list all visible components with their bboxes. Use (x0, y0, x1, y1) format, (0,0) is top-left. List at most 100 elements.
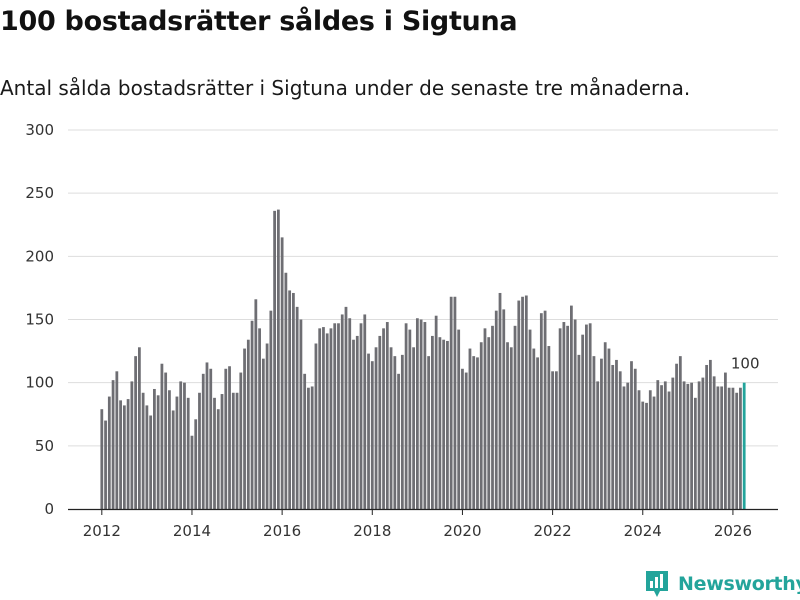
bar (179, 381, 183, 509)
bar (663, 381, 667, 509)
x-tick-label: 2024 (624, 522, 662, 540)
bar (213, 397, 216, 509)
bar (573, 319, 577, 509)
bar (389, 347, 393, 509)
bar (318, 328, 322, 509)
bar (370, 361, 374, 509)
bar (554, 371, 558, 509)
bar (724, 372, 727, 509)
bar (543, 310, 547, 509)
bar (307, 387, 310, 509)
bar (708, 359, 712, 509)
bar (322, 327, 325, 509)
bar (712, 376, 716, 509)
bar (333, 323, 337, 509)
bar (220, 394, 224, 509)
bar (261, 358, 265, 509)
bar (690, 382, 693, 509)
bar (442, 339, 446, 509)
bar (246, 339, 250, 509)
bar (731, 387, 735, 509)
bar (130, 381, 134, 509)
bar (461, 368, 464, 509)
bar (735, 392, 739, 509)
bar (303, 373, 307, 509)
x-tick-label: 2022 (534, 522, 572, 540)
bar (686, 383, 690, 509)
bar (201, 373, 205, 509)
bar (468, 348, 472, 509)
bar (600, 358, 603, 509)
bar (637, 390, 641, 509)
bar (483, 328, 487, 509)
bar (453, 296, 457, 509)
bar (164, 372, 168, 509)
bar (374, 347, 378, 509)
bar (288, 290, 292, 509)
newsworthy-logo: Newsworthy (644, 569, 800, 599)
bar-series (100, 209, 746, 509)
bar (385, 322, 389, 509)
bar (404, 323, 408, 509)
bar (168, 390, 171, 509)
bar (107, 396, 111, 509)
bar (367, 353, 370, 509)
bar (716, 386, 720, 509)
bar (652, 396, 656, 509)
bar (254, 299, 258, 509)
x-axis: 2012 2014 2016 2018 2020 2022 2024 2026 (68, 508, 778, 540)
bar (566, 325, 570, 509)
bar (434, 315, 438, 509)
y-tick-label: 250 (25, 184, 54, 202)
bar (446, 340, 449, 509)
bar (539, 313, 543, 509)
bar (727, 387, 731, 509)
y-tick-label: 200 (25, 247, 54, 265)
bar (622, 386, 626, 509)
bar (423, 322, 427, 509)
bar (678, 356, 682, 509)
bar (517, 300, 521, 509)
bar (348, 318, 352, 509)
bar (325, 333, 329, 509)
bar (415, 318, 419, 509)
bar (705, 364, 709, 509)
bar (506, 342, 509, 509)
bar (156, 395, 160, 509)
bar (269, 310, 273, 509)
bar (633, 368, 637, 509)
bar (273, 210, 276, 509)
bar (126, 399, 130, 509)
bar (641, 401, 645, 509)
bar (438, 337, 442, 509)
bar (457, 329, 461, 509)
bar (498, 292, 502, 509)
bar (194, 419, 198, 509)
bar (611, 364, 615, 509)
bar (660, 385, 663, 509)
bar (134, 356, 138, 509)
bar (340, 314, 344, 509)
bar (558, 328, 562, 509)
y-tick-label: 50 (35, 437, 54, 455)
brand-name: Newsworthy (678, 573, 800, 595)
bar (491, 325, 494, 509)
bar (209, 368, 213, 509)
bar (355, 335, 359, 509)
bar (562, 322, 566, 509)
bar (656, 380, 660, 509)
bar (412, 347, 415, 509)
bar (265, 343, 269, 509)
x-tick-label: 2016 (263, 522, 301, 540)
bar (720, 386, 724, 509)
bar (408, 329, 412, 509)
bar (337, 323, 340, 509)
bar (115, 371, 119, 509)
bar (280, 237, 284, 509)
bar (472, 356, 476, 509)
bar (596, 381, 600, 509)
bar (528, 329, 532, 509)
bar (671, 377, 675, 509)
bar (603, 342, 607, 509)
bar (104, 420, 107, 509)
